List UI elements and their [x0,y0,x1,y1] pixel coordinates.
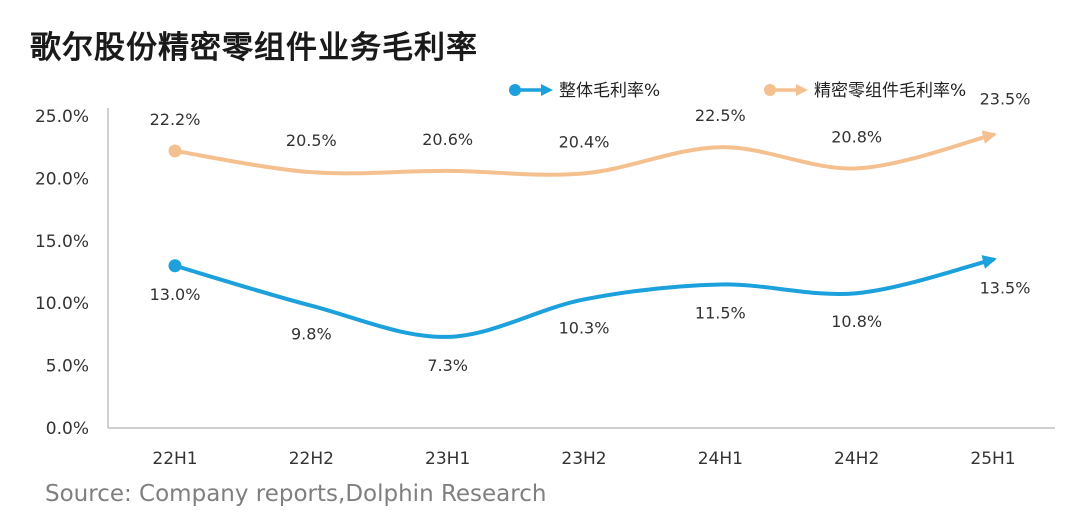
series-start-marker [168,144,182,158]
y-tick-label: 25.0% [35,107,89,127]
legend-item: 精密零组件毛利率% [764,81,966,101]
x-tick-label: 22H2 [289,449,334,469]
x-tick-label: 22H1 [152,449,197,469]
data-label: 20.5% [286,131,337,150]
data-label: 10.8% [831,312,882,331]
data-label: 22.5% [695,106,746,125]
legend: 整体毛利率% 精密零组件毛利率% [509,81,966,101]
series-end-arrow [981,130,997,144]
data-label: 9.8% [291,325,332,344]
legend-label: 精密零组件毛利率% [814,81,966,101]
legend-arrow [796,84,808,96]
series-start-marker [168,259,182,273]
x-tick-label: 25H1 [970,449,1015,469]
series-1 [168,130,997,177]
legend-arrow [541,84,553,96]
series-0 [168,255,997,339]
data-label: 23.5% [980,90,1031,109]
source-note: Source: Company reports,Dolphin Research [45,481,547,507]
data-label: 13.0% [150,285,201,304]
data-label: 20.4% [559,132,610,151]
data-label: 13.5% [980,279,1031,298]
y-tick-label: 0.0% [46,419,89,439]
legend-label: 整体毛利率% [559,81,660,101]
y-tick-label: 15.0% [35,232,89,252]
series-end-arrow [981,255,997,269]
data-label: 7.3% [427,356,468,375]
x-tick-label: 24H1 [698,449,743,469]
data-labels: 13.0% 9.8% 7.3% 10.3% 11.5% 10.8% 13.5% 22.2% 20… [150,90,1031,375]
chart-title: 歌尔股份精密零组件业务毛利率 [30,30,478,66]
x-tick-label: 23H1 [425,449,470,469]
y-tick-label: 5.0% [46,357,89,377]
series-layer [168,130,997,339]
data-label: 20.8% [831,127,882,146]
y-tick-label: 20.0% [35,169,89,189]
y-tick-label: 10.0% [35,294,89,314]
legend-item: 整体毛利率% [509,81,660,101]
x-tick-label: 23H2 [561,449,606,469]
x-tick-label: 24H2 [834,449,879,469]
data-label: 20.6% [422,130,473,149]
axes: 0.0% 5.0% 10.0% 15.0% 20.0% 25.0% 22H1 22H2 23H1… [35,107,1055,469]
data-label: 10.3% [559,318,610,337]
data-label: 11.5% [695,303,746,322]
series-line [173,132,995,177]
data-label: 22.2% [150,110,201,129]
series-line [173,257,995,339]
